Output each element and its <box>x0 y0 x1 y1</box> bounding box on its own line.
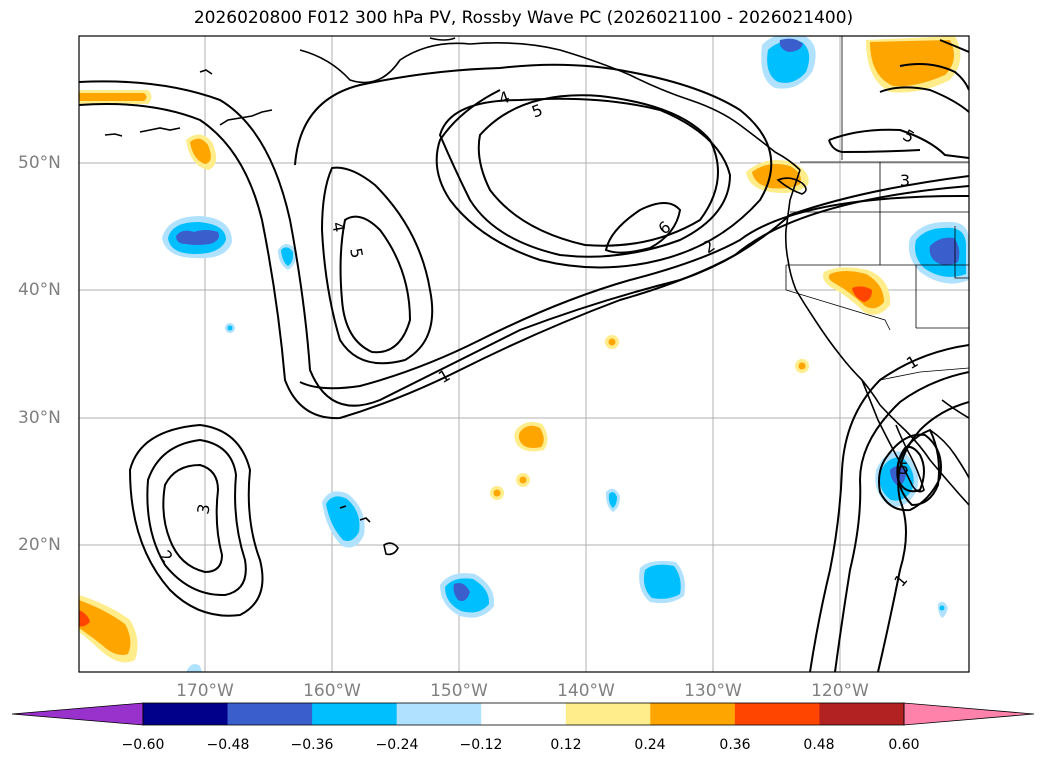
colorbar-cell <box>312 703 398 725</box>
contour-label: 3 <box>193 502 213 515</box>
colorbar-tick: −0.36 <box>290 737 334 753</box>
colorbar-extend-max <box>903 702 1035 726</box>
contour-label: 5 <box>529 100 545 121</box>
colorbar-cell <box>565 703 651 725</box>
political-borders <box>785 36 969 381</box>
lon-label-160w: 160°W <box>303 681 361 701</box>
lon-label-150w: 150°W <box>430 681 488 701</box>
lat-label-20n: 20°N <box>18 535 61 555</box>
pv-contours <box>79 39 969 672</box>
contour-label: 3 <box>900 171 910 190</box>
colorbar-cell <box>650 703 736 725</box>
lat-label-30n: 30°N <box>18 408 61 428</box>
colorbar-cell <box>227 703 313 725</box>
lat-label-40n: 40°N <box>18 280 61 300</box>
colorbar-cell <box>396 703 482 725</box>
contour-label: 5 <box>899 459 909 478</box>
lon-label-140w: 140°W <box>557 681 615 701</box>
map-frame <box>78 35 970 673</box>
map-title: 2026020800 F012 300 hPa PV, Rossby Wave … <box>193 8 854 28</box>
contour-label: 5 <box>346 246 366 259</box>
lon-label-120w: 120°W <box>811 681 869 701</box>
colorbar-tick: 0.48 <box>803 737 835 753</box>
colorbar-cell <box>819 703 905 725</box>
colorbar-tick: −0.48 <box>206 737 250 753</box>
contour-label: 2 <box>156 546 177 566</box>
lon-label-130w: 130°W <box>684 681 742 701</box>
colorbar-tick: 0.24 <box>634 737 666 753</box>
rossby-wave-fill <box>79 36 969 672</box>
colorbar-tick: −0.12 <box>459 737 503 753</box>
lat-label-50n: 50°N <box>18 153 61 173</box>
contour-label: 4 <box>328 220 348 233</box>
contour-label: 1 <box>890 570 911 590</box>
colorbar-tick: −0.24 <box>375 737 419 753</box>
colorbar-tick: 0.60 <box>888 737 920 753</box>
contour-label: 1 <box>903 351 921 373</box>
gridlines <box>79 36 969 672</box>
contour-label: 4 <box>496 87 512 108</box>
colorbar <box>11 702 1035 726</box>
colorbar-tick: 0.36 <box>719 737 751 753</box>
colorbar-cell <box>481 703 567 725</box>
contour-label: 1 <box>435 365 453 387</box>
colorbar-cell <box>143 703 229 725</box>
colorbar-tick: −0.60 <box>121 737 165 753</box>
contour-label: 2 <box>699 236 718 257</box>
colorbar-extend-min <box>11 702 144 726</box>
colorbar-cell <box>734 703 820 725</box>
colorbar-tick: 0.12 <box>550 737 582 753</box>
contour-label: 6 <box>654 217 674 238</box>
lon-label-170w: 170°W <box>176 681 234 701</box>
